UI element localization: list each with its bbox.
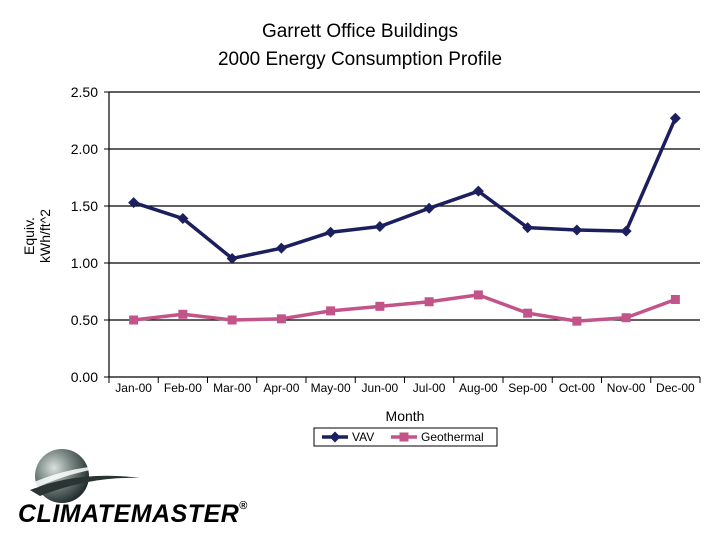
geothermal-line — [133, 293, 676, 323]
x-tick-label: Feb-00 — [164, 381, 202, 395]
climatemaster-globe-logo — [30, 449, 140, 503]
x-tick-label: Mar-00 — [213, 381, 251, 395]
vav-point — [522, 222, 534, 234]
y-axis-label-line-1: Equiv. — [21, 217, 37, 255]
vav-point — [571, 224, 583, 236]
legend-geothermal-label: Geothermal — [421, 430, 484, 444]
geothermal-point — [129, 315, 139, 325]
y-tick-label: 1.50 — [71, 198, 98, 214]
x-tick-label: Jan-00 — [115, 381, 152, 395]
gridlines — [109, 91, 700, 321]
geothermal-point — [523, 308, 533, 318]
y-tick-labels: 0.00 0.50 1.00 1.50 2.00 2.50 — [71, 84, 98, 385]
y-tick-label: 1.00 — [71, 255, 98, 271]
vav-point — [374, 221, 386, 233]
geothermal-point — [572, 316, 582, 326]
x-axis-label: Month — [386, 408, 425, 424]
y-tick-label: 2.50 — [71, 84, 98, 100]
vav-point — [275, 242, 287, 254]
legend-geothermal-marker — [399, 432, 409, 442]
chart-title-line-1: Garrett Office Buildings — [261, 21, 459, 42]
y-tick-label: 2.00 — [71, 141, 98, 157]
series-geothermal — [129, 290, 680, 326]
geothermal-point — [276, 314, 286, 324]
vav-point — [226, 252, 238, 264]
y-tick-label: 0.50 — [71, 312, 98, 328]
vav-point — [325, 226, 337, 238]
geothermal-point — [473, 290, 483, 300]
vav-point — [620, 225, 632, 237]
registered-mark: ® — [239, 500, 248, 512]
series-lines — [128, 112, 681, 326]
geothermal-point — [227, 315, 237, 325]
x-tick-labels: Jan-00 Feb-00 Mar-00 Apr-00 May-00 Jun-00 Jul-… — [115, 381, 695, 395]
legend-vav-marker — [329, 431, 341, 443]
x-tick-label: Dec-00 — [656, 381, 695, 395]
legend: VAV Geothermal — [313, 427, 498, 447]
x-tick-label: Jul-00 — [413, 381, 446, 395]
x-tick-label: Nov-00 — [607, 381, 646, 395]
x-tick-label: Aug-00 — [459, 381, 498, 395]
geothermal-point — [424, 297, 434, 307]
vav-point — [177, 213, 189, 225]
x-tick-label: Jun-00 — [362, 381, 399, 395]
vav-point — [128, 197, 140, 209]
climatemaster-wordmark: CLIMATEMASTER® — [18, 500, 248, 529]
x-tick-label: May-00 — [311, 381, 351, 395]
vav-point — [472, 185, 484, 197]
y-axis-label-line-2: kWh/ft^2 — [37, 209, 53, 263]
series-vav — [128, 112, 681, 264]
y-tick-label: 0.00 — [71, 369, 98, 385]
x-tick-label: Sep-00 — [508, 381, 547, 395]
vav-point — [423, 202, 435, 214]
vav-line — [133, 117, 677, 261]
chart-title-line-2: 2000 Energy Consumption Profile — [217, 49, 503, 70]
x-tick-label: Oct-00 — [559, 381, 595, 395]
geothermal-point — [326, 306, 336, 316]
legend-vav-label: VAV — [352, 430, 374, 444]
geothermal-point — [670, 294, 680, 304]
geothermal-point — [178, 309, 188, 319]
geothermal-point — [621, 313, 631, 323]
x-tick-label: Apr-00 — [263, 381, 299, 395]
logo-text: CLIMATEMASTER — [18, 500, 240, 528]
geothermal-point — [375, 301, 385, 311]
vav-point — [669, 112, 681, 124]
axes — [104, 91, 701, 383]
